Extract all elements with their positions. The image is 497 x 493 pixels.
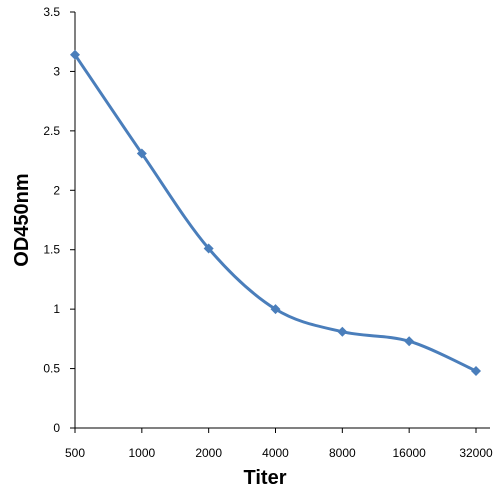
x-tick-label: 4000 (262, 446, 289, 460)
data-point-marker (70, 49, 80, 60)
x-axis-title: Titer (244, 467, 287, 489)
data-point-marker (404, 336, 415, 347)
x-tick-label: 8000 (329, 446, 356, 460)
y-tick-label: 1 (53, 302, 60, 316)
data-point-marker (337, 326, 348, 337)
data-point-marker (203, 243, 214, 254)
data-point-marker (136, 148, 147, 159)
data-point-marker (471, 365, 481, 376)
y-tick-label: 2.5 (43, 124, 60, 138)
x-tick-label: 500 (65, 446, 85, 460)
x-axis-ticks: 500 1000 2000 4000 8000 16000 32000 (65, 428, 493, 460)
y-tick-label: 3 (53, 64, 60, 78)
y-tick-label: 0 (53, 421, 60, 435)
x-tick-label: 2000 (195, 446, 222, 460)
x-tick-label: 32000 (459, 446, 493, 460)
y-axis-title: OD450nm (11, 173, 33, 266)
y-tick-label: 1.5 (43, 243, 60, 257)
y-tick-label: 2 (53, 183, 60, 197)
x-tick-label: 1000 (128, 446, 155, 460)
y-tick-label: 0.5 (43, 362, 60, 376)
y-tick-label: 3.5 (43, 5, 60, 19)
y-axis-ticks: 0 0.5 1 1.5 2 2.5 3 3.5 (43, 5, 75, 435)
series-line (73, 53, 477, 373)
data-point-marker (270, 304, 281, 315)
series-markers (70, 49, 481, 376)
x-tick-label: 16000 (392, 446, 426, 460)
